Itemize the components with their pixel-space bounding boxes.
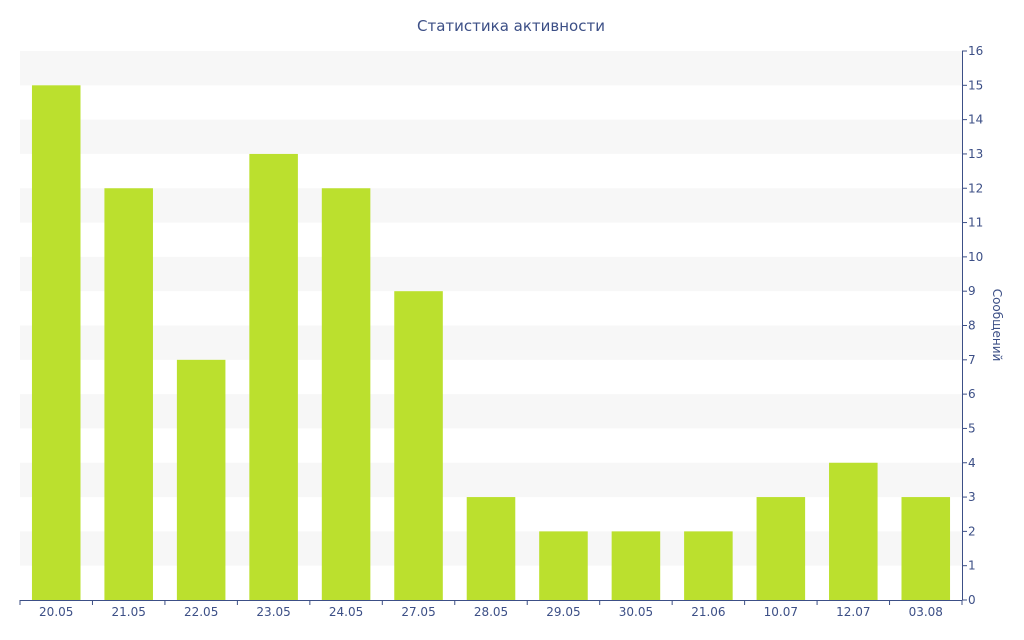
bar-23-05[interactable]	[249, 153, 298, 600]
bar-29-05[interactable]	[539, 531, 588, 600]
bar-28-05[interactable]	[466, 497, 516, 600]
x-tick-label: 29.05	[546, 605, 580, 619]
y-axis-title: Сообщений	[990, 289, 1004, 362]
bar-03-08[interactable]	[901, 497, 951, 600]
y-tick-label: 11	[968, 216, 983, 230]
bars	[31, 85, 951, 600]
y-tick-label: 6	[968, 387, 976, 401]
x-tick-label: 20.05	[39, 605, 73, 619]
axes	[19, 50, 967, 605]
y-tick-label: 4	[968, 456, 976, 470]
y-tick-label: 7	[968, 353, 976, 367]
bar-21-05[interactable]	[104, 188, 153, 600]
x-tick-label: 12.07	[836, 605, 870, 619]
bar-12-07[interactable]	[829, 462, 878, 600]
bar-20-05[interactable]	[31, 85, 81, 600]
bar-30-05[interactable]	[611, 531, 661, 600]
y-tick-label: 8	[968, 319, 976, 333]
y-tick-label: 3	[968, 490, 976, 504]
y-tick-label: 9	[968, 284, 976, 298]
grid-bands	[20, 51, 962, 566]
x-tick-label: 21.05	[112, 605, 146, 619]
x-tick-label: 10.07	[764, 605, 798, 619]
y-tick-label: 2	[968, 524, 976, 538]
bar-24-05[interactable]	[321, 188, 371, 600]
y-tick-label: 1	[968, 559, 976, 573]
y-tick-label: 10	[968, 250, 983, 264]
y-tick-label: 15	[968, 78, 983, 92]
x-tick-label: 28.05	[474, 605, 508, 619]
grid-band	[20, 51, 962, 86]
grid-band	[20, 188, 962, 223]
x-tick-label: 30.05	[619, 605, 653, 619]
y-tick-label: 12	[968, 181, 983, 195]
x-tick-label: 23.05	[256, 605, 290, 619]
y-tick-label: 16	[968, 44, 983, 58]
chart-title: Статистика активности	[417, 17, 605, 35]
x-tick-label: 24.05	[329, 605, 363, 619]
x-tick-label: 21.06	[691, 605, 725, 619]
y-tick-label: 14	[968, 113, 983, 127]
grid-band	[20, 394, 962, 429]
grid-band	[20, 119, 962, 154]
grid-band	[20, 256, 962, 292]
x-tick-label: 22.05	[184, 605, 218, 619]
bar-21-06[interactable]	[684, 531, 733, 600]
y-tick-label: 13	[968, 147, 983, 161]
grid-band	[20, 325, 962, 360]
x-tick-label: 27.05	[401, 605, 435, 619]
bar-10-07[interactable]	[756, 497, 806, 600]
bar-22-05[interactable]	[176, 359, 226, 600]
y-tick-label: 0	[968, 593, 976, 607]
x-tick-label: 03.08	[909, 605, 943, 619]
bar-27-05[interactable]	[394, 291, 443, 600]
grid-band	[20, 462, 962, 498]
y-tick-label: 5	[968, 421, 976, 435]
